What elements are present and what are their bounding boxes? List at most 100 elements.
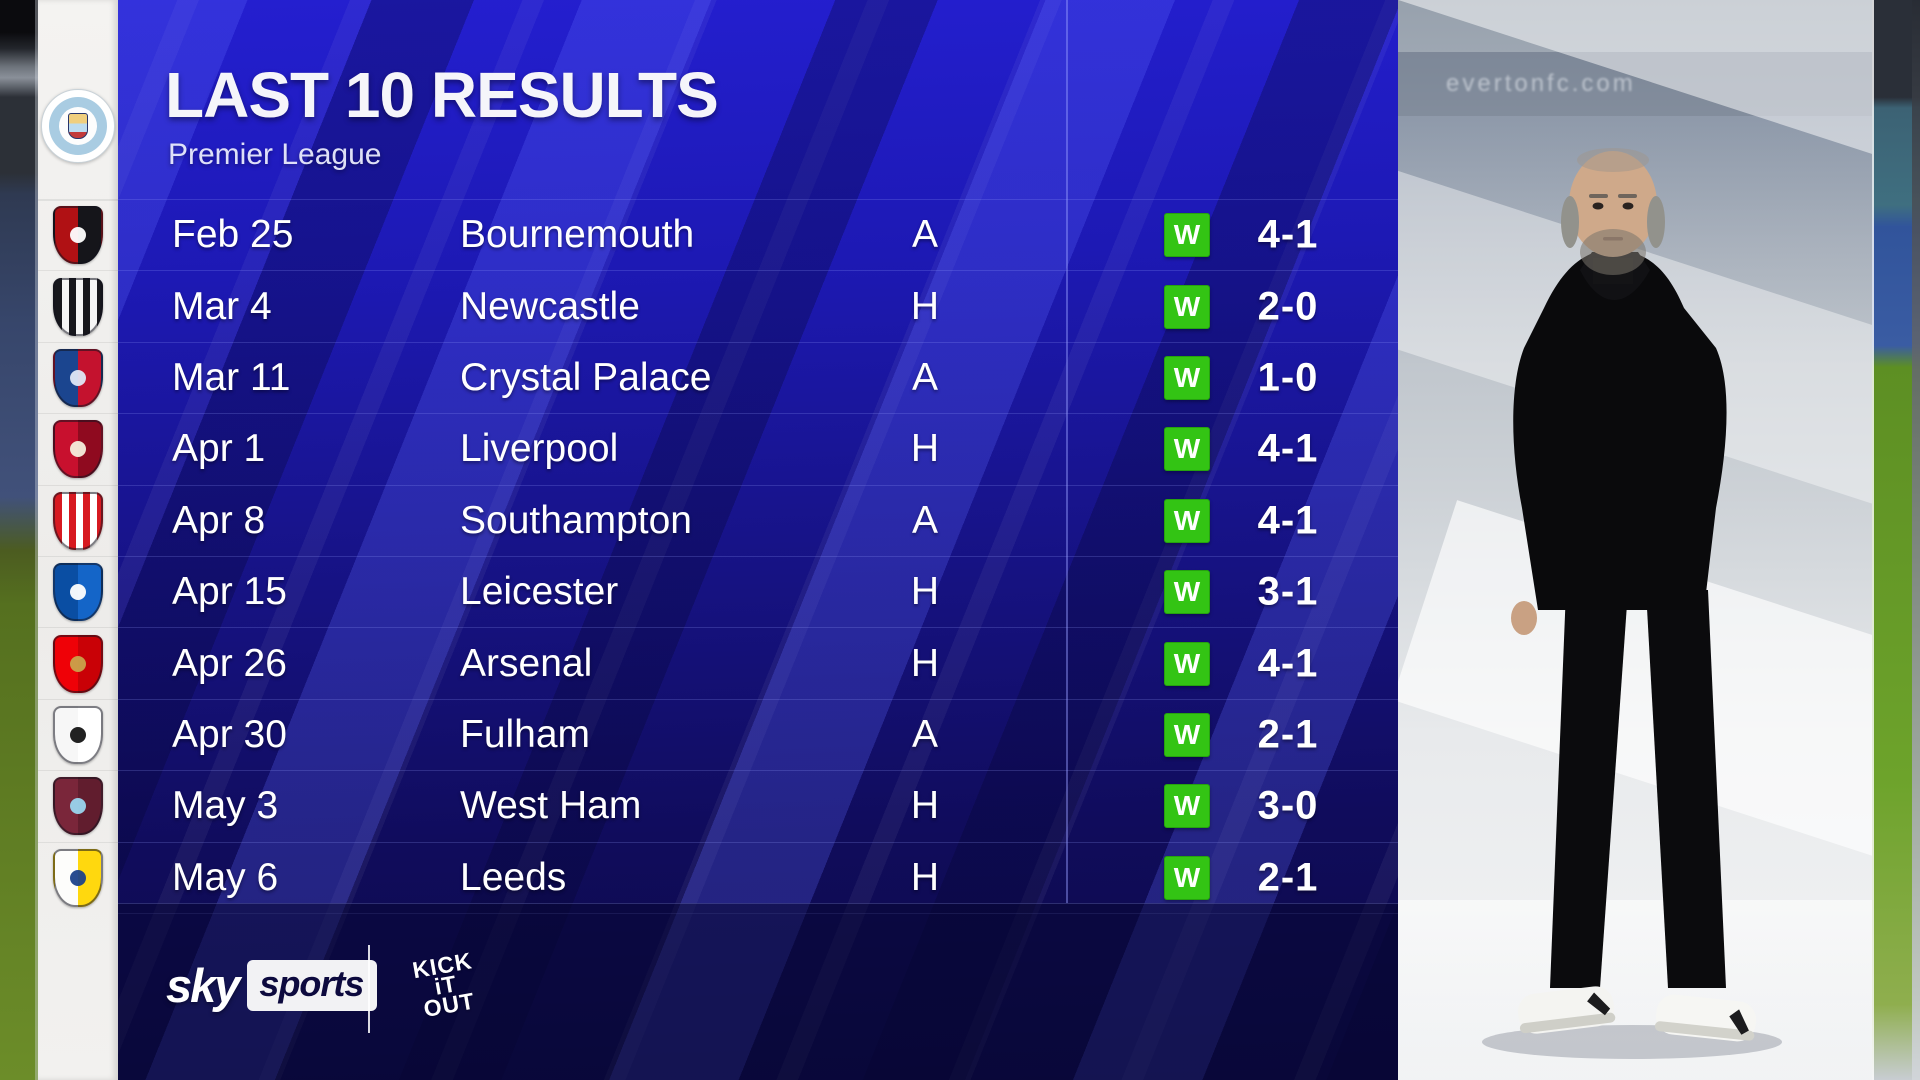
crest-detail <box>70 798 86 815</box>
venue-indicator: H <box>910 855 940 899</box>
crest-cell <box>38 413 118 484</box>
row-date: May 6 <box>172 855 279 899</box>
crest-cell <box>38 555 118 627</box>
crest-crystal-palace <box>53 348 103 407</box>
row-date: Apr 26 <box>172 641 287 685</box>
result-row: Mar 11 Crystal Palace A W 1-0 <box>118 341 1398 413</box>
result-outcome-badge: W <box>1164 284 1210 329</box>
result-outcome-badge: W <box>1164 641 1210 686</box>
kick-it-out-logo: KICK iT OUT <box>390 930 501 1041</box>
row-opponent: Arsenal <box>460 641 593 685</box>
result-row: Apr 15 Leicester H W 3-1 <box>118 555 1398 627</box>
venue-indicator: A <box>911 712 938 756</box>
crest-detail <box>70 869 86 886</box>
row-opponent: Leicester <box>460 570 619 614</box>
kick-it-out-line3: OUT <box>421 987 477 1022</box>
result-row: May 6 Leeds H W 2-1 <box>118 841 1398 914</box>
footer-logo-divider <box>368 945 370 1033</box>
row-opponent: Fulham <box>460 712 591 756</box>
stadium-video-right-strip <box>1872 0 1920 1080</box>
result-row: Feb 25 Bournemouth A W 4-1 <box>118 199 1398 270</box>
row-date: Apr 1 <box>172 427 266 471</box>
row-date: Feb 25 <box>172 213 294 257</box>
row-score: 2-1 <box>1257 855 1319 900</box>
crest-west-ham <box>53 777 103 836</box>
result-outcome-badge: W <box>1164 427 1210 472</box>
crest-cell <box>38 698 118 770</box>
right-photo-panel: evertonfc.com <box>1398 0 1920 1080</box>
crest-newcastle <box>53 277 103 336</box>
crest-fulham <box>53 705 103 764</box>
crest-detail <box>70 584 86 601</box>
sky-logo-word: sky <box>166 959 240 1012</box>
page-subtitle: Premier League <box>168 138 382 171</box>
venue-indicator: H <box>910 284 940 328</box>
crest-leicester <box>53 563 103 622</box>
crest-cell <box>38 199 118 270</box>
result-outcome-badge: W <box>1164 855 1210 900</box>
floor-sheen <box>1398 900 1920 1080</box>
row-opponent: Bournemouth <box>460 213 695 257</box>
result-row: Mar 4 Newcastle H W 2-0 <box>118 270 1398 341</box>
row-opponent: West Ham <box>460 784 642 828</box>
row-score: 2-1 <box>1257 712 1319 757</box>
crest-detail <box>70 369 86 386</box>
venue-indicator: H <box>910 427 940 471</box>
row-opponent: Liverpool <box>460 427 619 471</box>
stadium-video-left-sliver <box>0 0 38 1080</box>
row-date: Apr 8 <box>172 498 266 542</box>
result-row: Apr 26 Arsenal H W 4-1 <box>118 627 1398 698</box>
result-row: Apr 1 Liverpool H W 4-1 <box>118 413 1398 484</box>
row-date: Mar 11 <box>172 355 291 399</box>
row-date: Mar 4 <box>172 284 272 328</box>
row-date: Apr 30 <box>172 712 287 756</box>
row-opponent: Southampton <box>460 498 693 542</box>
row-score: 2-0 <box>1257 284 1319 329</box>
results-panel: LAST 10 RESULTS Premier League Feb 25 Bo… <box>118 0 1398 1080</box>
row-opponent: Crystal Palace <box>460 355 712 399</box>
crest-cell <box>38 341 118 413</box>
crest-arsenal <box>53 634 103 693</box>
crest-detail <box>70 726 86 743</box>
row-score: 4-1 <box>1257 426 1319 471</box>
manchester-city-crest-core <box>59 107 97 145</box>
pep-guardiola-photo <box>1482 148 1782 1059</box>
results-rows: Feb 25 Bournemouth A W 4-1 Mar 4 Newcast… <box>118 199 1398 914</box>
crest-cell <box>38 841 118 913</box>
score-column-divider <box>1066 0 1068 903</box>
crest-leeds <box>53 848 103 907</box>
venue-indicator: A <box>911 355 938 399</box>
crest-southampton <box>53 491 103 550</box>
crest-liverpool <box>53 420 103 479</box>
venue-indicator: A <box>911 498 938 542</box>
result-outcome-badge: W <box>1164 498 1210 543</box>
crest-cell <box>38 270 118 341</box>
row-score: 1-0 <box>1257 355 1319 400</box>
crest-cell <box>38 770 118 841</box>
sports-logo-word: sports <box>247 960 378 1011</box>
result-outcome-badge: W <box>1164 355 1210 400</box>
row-score: 4-1 <box>1257 498 1319 543</box>
crest-cell-manchester-city <box>38 52 118 201</box>
stadium-watermark-text: evertonfc.com <box>1446 70 1636 97</box>
row-score: 3-0 <box>1257 783 1319 828</box>
crest-detail <box>70 227 86 244</box>
sky-sports-logo: sky sports <box>166 958 378 1013</box>
row-date: Apr 15 <box>172 570 287 614</box>
crest-detail <box>70 655 86 672</box>
manchester-city-crest <box>41 89 115 163</box>
venue-indicator: H <box>910 784 940 828</box>
result-outcome-badge: W <box>1164 784 1210 829</box>
result-outcome-badge: W <box>1164 213 1210 258</box>
result-row: Apr 8 Southampton A W 4-1 <box>118 484 1398 556</box>
venue-indicator: H <box>910 570 940 614</box>
crest-column-cells <box>38 199 118 913</box>
crest-rail <box>38 0 118 1080</box>
row-date: May 3 <box>172 784 279 828</box>
manchester-city-crest-shield <box>68 113 88 139</box>
result-row: Apr 30 Fulham A W 2-1 <box>118 698 1398 770</box>
result-outcome-badge: W <box>1164 570 1210 615</box>
manchester-city-crest-ring <box>49 97 107 155</box>
row-score: 3-1 <box>1257 569 1319 614</box>
